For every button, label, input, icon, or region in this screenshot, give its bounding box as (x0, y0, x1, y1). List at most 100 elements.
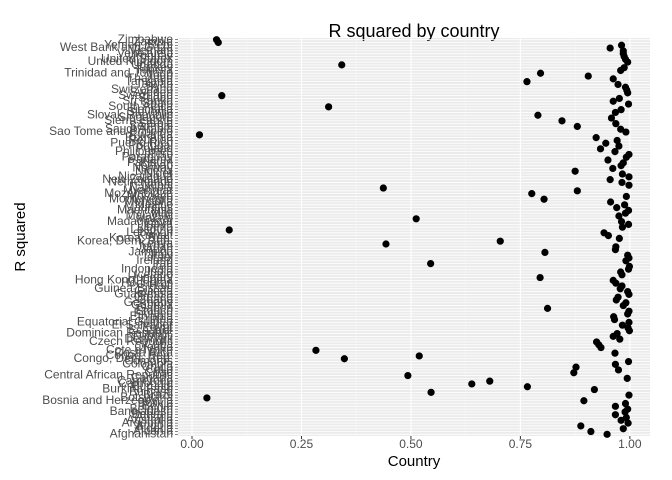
y-tick-label: Haiti (149, 278, 173, 292)
dot (523, 383, 532, 391)
dot (618, 170, 627, 178)
y-tick-label: Slovenia (127, 105, 173, 119)
dot (592, 134, 600, 142)
y-tick-label: Ethiopia (130, 309, 174, 323)
dot (624, 220, 633, 229)
dot (616, 335, 624, 343)
y-tick-label: Cuba (144, 337, 173, 351)
dot (610, 313, 618, 321)
dot (624, 419, 632, 427)
y-tick-label: Brazil (143, 387, 173, 401)
dot (611, 411, 620, 419)
dot (615, 142, 623, 150)
dot (596, 145, 605, 153)
dot (468, 380, 476, 388)
y-tick-label: Sudan (138, 91, 173, 105)
y-tick-label: Mauritius (124, 200, 173, 214)
dot (625, 391, 633, 399)
dot (611, 360, 620, 368)
y-tick-label: Eritrea (138, 312, 174, 326)
dot (212, 36, 221, 44)
y-tick-label: Canada (131, 371, 173, 385)
y-tick-label: Zambia (133, 35, 173, 49)
dot (534, 111, 542, 119)
dot (613, 136, 621, 145)
dot (203, 394, 211, 402)
dot (379, 184, 387, 192)
y-tick-label: Guinea (134, 284, 173, 298)
dot (619, 47, 627, 55)
dot (609, 97, 617, 105)
dot (496, 237, 504, 245)
y-tick-label: Albania (133, 424, 173, 438)
y-tick-label: Indonesia (121, 261, 173, 275)
dot (611, 108, 620, 117)
y-tick-label: China (142, 359, 174, 373)
dot (573, 187, 581, 195)
dot (427, 388, 435, 396)
y-tick-label: Benin (142, 399, 173, 413)
y-tick-label: El Salvador (112, 317, 173, 331)
dot (611, 148, 619, 156)
dot (615, 212, 623, 220)
dot (613, 329, 621, 338)
dot (580, 397, 588, 405)
y-tick-label: Costa Rica (114, 345, 173, 359)
y-tick-label: Germany (124, 295, 173, 309)
y-tick-label: Libya (144, 217, 173, 231)
y-tick-label: Algeria (136, 421, 174, 435)
dot (623, 374, 631, 382)
y-tick-label: Ireland (136, 253, 173, 267)
y-tick-label: Greece (134, 289, 174, 303)
dot (415, 352, 423, 360)
y-tick-label: Israel (144, 250, 173, 264)
y-axis-title: R squared (12, 202, 29, 271)
dot (570, 369, 578, 377)
panel (178, 38, 650, 436)
dot (615, 94, 623, 103)
dot (609, 276, 617, 284)
dot (340, 355, 348, 363)
y-tick-label: Afghanistan (110, 426, 173, 440)
y-tick-label: Nicaragua (118, 169, 173, 183)
dot (618, 223, 627, 231)
y-tick-label: Djibouti (133, 329, 173, 343)
dot (404, 371, 412, 380)
y-tick-label: Kuwait (137, 228, 174, 242)
y-tick-label: Argentina (122, 415, 174, 429)
dot (573, 122, 581, 131)
y-tick-label: Rwanda (129, 127, 173, 141)
y-tick-label: Egypt (142, 320, 173, 334)
y-tick-label: Colombia (122, 357, 173, 371)
dot (427, 259, 435, 268)
y-tick-label: Paraguay (122, 149, 173, 163)
y-tick-label: Zimbabwe (118, 32, 174, 46)
y-tick-label: Gambia (131, 298, 173, 312)
dot (607, 114, 616, 122)
y-tick-label: Namibia (129, 180, 173, 194)
y-tick-label: Equatorial Guinea (77, 315, 173, 329)
dot (614, 293, 622, 301)
dot (603, 430, 611, 438)
y-tick-label: Malawi (136, 211, 173, 225)
dot (577, 422, 585, 430)
y-tick-label: Italy (151, 247, 173, 261)
y-tick-label: Liberia (137, 219, 173, 233)
x-axis-title: Country (388, 453, 441, 470)
y-tick-label: Korea, Rep. (109, 231, 173, 245)
dot (614, 80, 622, 89)
y-tick-label: Netherlands (108, 175, 173, 189)
dot (609, 164, 617, 173)
dot (618, 321, 627, 329)
dot (604, 156, 612, 164)
y-tick-label: Turkey (137, 60, 173, 74)
dot (486, 377, 494, 385)
y-tick-label: Congo, Dem. Rep. (74, 351, 173, 365)
y-tick-label: Gabon (137, 301, 173, 315)
dot (615, 234, 623, 242)
y-tick-label: Korea, Dem. Rep. (77, 233, 173, 247)
dot (536, 69, 545, 77)
dot (611, 349, 619, 357)
y-tick-label: Slovak Republic (87, 107, 173, 121)
dot (382, 240, 390, 248)
